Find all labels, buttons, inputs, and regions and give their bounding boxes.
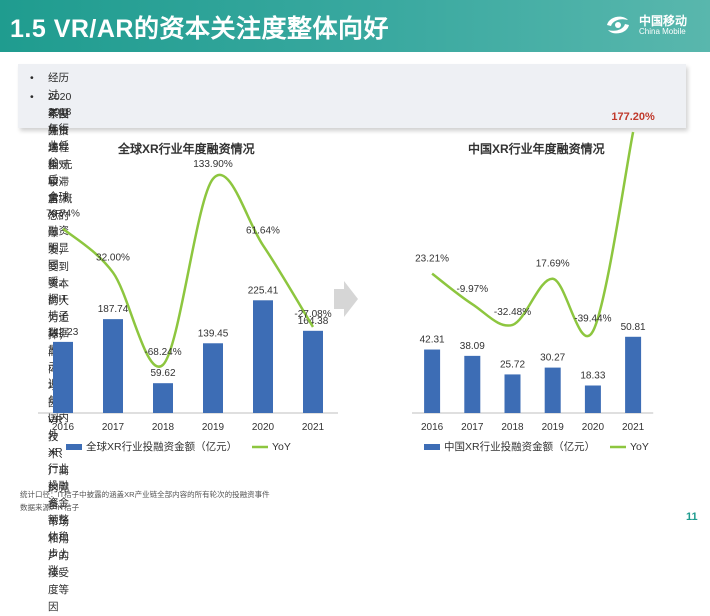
bar (203, 343, 223, 413)
chart-title-global: 全球XR行业年度融资情况 (118, 142, 255, 156)
yoy-point-label: 23.21% (415, 254, 449, 265)
x-tick-label: 2017 (102, 422, 125, 433)
yoy-point-label: -27.08% (294, 309, 331, 320)
page-number: 11 (686, 511, 698, 523)
yoy-series-line (431, 131, 635, 337)
bar-value-label: 25.72 (500, 359, 525, 370)
yoy-point-label: 61.64% (246, 225, 280, 236)
footnote-source: 数据来源：IT桔子 (20, 503, 80, 512)
bar-value-label: 38.09 (460, 341, 485, 352)
x-tick-label: 2020 (582, 422, 605, 433)
yoy-point-label: 32.00% (96, 253, 130, 264)
logo-name-en: China Mobile (639, 27, 686, 36)
legend-line-label: YoY (272, 441, 291, 453)
bar (544, 367, 561, 413)
legend-bar-label: 中国XR行业投融资金额（亿元） (444, 440, 595, 453)
right-arrow-icon (334, 281, 358, 317)
bar (103, 319, 123, 413)
bar-value-label: 139.45 (198, 328, 229, 339)
bar-value-label: 42.31 (420, 335, 445, 346)
legend-line-label: YoY (630, 441, 649, 453)
china-mobile-logo-icon (607, 16, 629, 34)
x-tick-label: 2021 (302, 422, 325, 433)
yoy-point-label: 17.69% (536, 259, 570, 270)
yoy-point-label: 177.20% (611, 111, 655, 123)
brand-logo: 中国移动 China Mobile (603, 10, 703, 42)
page-title: 1.5 VR/AR的资本关注度整体向好 (10, 15, 389, 43)
yoy-point-label: -32.48% (494, 307, 531, 318)
charts-canvas: 142.23 2016 187.74 2017 59.62 2018 139.45 2019 2… (38, 111, 655, 453)
yoy-point-label: -39.44% (574, 313, 611, 324)
x-tick-label: 2016 (52, 422, 75, 433)
x-tick-label: 2018 (152, 422, 175, 433)
bar (625, 336, 642, 413)
bar (464, 355, 481, 413)
legend-bar-swatch (66, 444, 82, 450)
footnote-scope: 统计口径：IT桔子中披露的涵盖XR产业链全部内容的所有轮次的投融资事件 (20, 490, 270, 499)
yoy-point-label: 79.74% (46, 209, 80, 220)
page-header: 1.5 VR/AR的资本关注度整体向好 中国移动 China Mobile (0, 0, 710, 52)
chart-title-china: 中国XR行业年度融资情况 (468, 142, 605, 156)
logo-name-cn: 中国移动 (639, 14, 688, 28)
bar (424, 349, 441, 413)
bar-value-label: 187.74 (98, 304, 129, 315)
bar-value-label: 164.38 (298, 316, 329, 327)
x-tick-label: 2021 (622, 422, 645, 433)
bar-value-label: 142.23 (48, 327, 79, 338)
bar-value-label: 30.27 (540, 353, 565, 364)
bar (303, 330, 323, 413)
bar (253, 300, 273, 413)
bar (504, 374, 521, 413)
x-tick-label: 2016 (421, 422, 444, 433)
bar-value-label: 18.33 (580, 371, 605, 382)
bar-value-label: 50.81 (621, 322, 646, 333)
summary-box: • 经历过2018年行业低谷后，全球XR融资明显回暖。据IT桔子数据显示，近5年… (18, 64, 686, 613)
legend-bar-swatch (424, 444, 440, 450)
bullet-dot-icon: • (30, 91, 34, 103)
bar-value-label: 59.62 (150, 368, 175, 379)
bullet-text: 素投融资进程相对较滞后。 (48, 108, 69, 205)
bar-value-label: 225.41 (248, 285, 279, 296)
bar (53, 341, 73, 413)
bullet-dot-icon: • (30, 72, 34, 84)
x-tick-label: 2017 (461, 422, 484, 433)
x-tick-label: 2019 (202, 422, 225, 433)
x-tick-label: 2019 (542, 422, 565, 433)
yoy-point-label: 133.90% (193, 159, 233, 170)
x-tick-label: 2018 (501, 422, 524, 433)
legend-bar-label: 全球XR行业投融资金额（亿元） (86, 440, 237, 453)
yoy-point-label: -9.97% (456, 284, 488, 295)
yoy-series-line (62, 174, 315, 368)
bar (584, 385, 601, 413)
yoy-point-label: -68.24% (144, 347, 181, 358)
x-tick-label: 2020 (252, 422, 275, 433)
bar (153, 383, 173, 413)
